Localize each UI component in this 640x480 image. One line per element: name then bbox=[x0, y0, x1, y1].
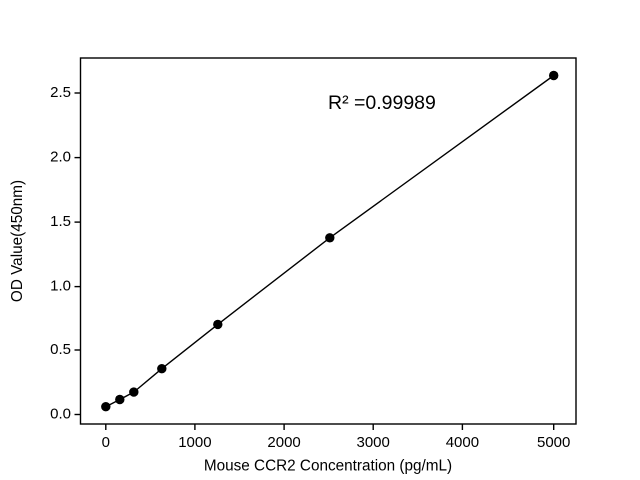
svg-text:0: 0 bbox=[102, 434, 110, 451]
svg-text:1.0: 1.0 bbox=[50, 278, 71, 295]
svg-text:2.0: 2.0 bbox=[50, 149, 71, 166]
svg-text:0.5: 0.5 bbox=[50, 341, 71, 358]
svg-text:4000: 4000 bbox=[446, 434, 479, 451]
svg-text:1000: 1000 bbox=[178, 434, 211, 451]
svg-text:3000: 3000 bbox=[357, 434, 390, 451]
svg-text:2000: 2000 bbox=[267, 434, 300, 451]
svg-text:2.5: 2.5 bbox=[50, 84, 71, 101]
svg-text:R² =0.99989: R² =0.99989 bbox=[328, 92, 436, 114]
svg-text:5000: 5000 bbox=[537, 434, 570, 451]
svg-text:OD Value(450nm): OD Value(450nm) bbox=[9, 180, 26, 302]
svg-text:0.0: 0.0 bbox=[50, 406, 71, 423]
svg-text:1.5: 1.5 bbox=[50, 213, 71, 230]
svg-text:Mouse CCR2 Concentration (pg/m: Mouse CCR2 Concentration (pg/mL) bbox=[204, 458, 452, 475]
